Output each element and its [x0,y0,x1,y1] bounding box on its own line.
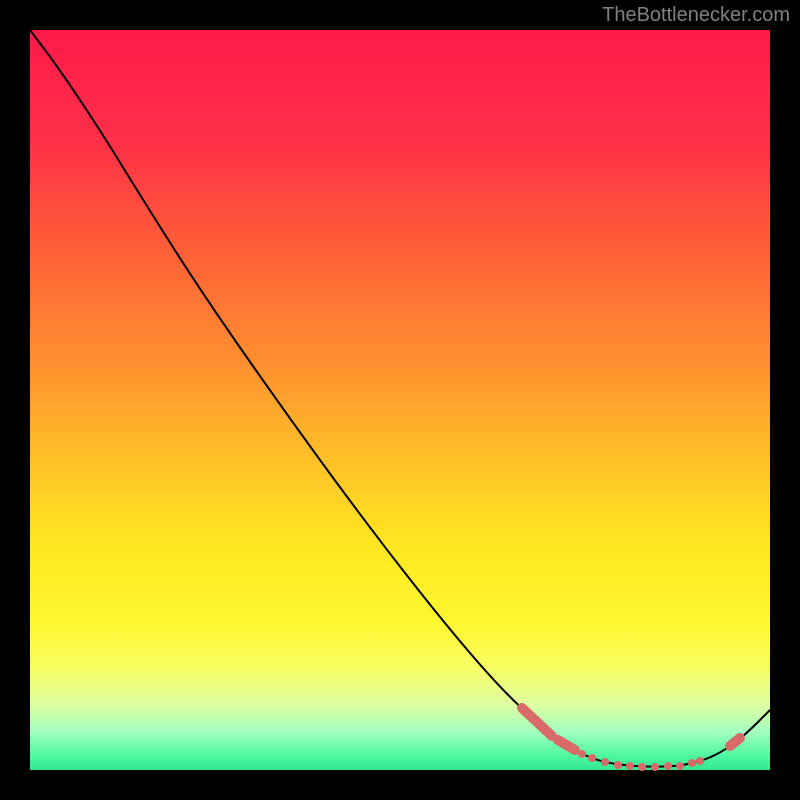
curve-marker [651,763,659,771]
curve-marker [578,750,586,758]
curve-marker [601,758,609,766]
bottleneck-chart [0,0,800,800]
chart-container: TheBottlenecker.com [0,0,800,800]
curve-marker-segment [730,738,740,746]
curve-marker [688,759,696,767]
curve-marker [664,762,672,770]
curve-marker [588,754,596,762]
curve-marker [614,761,622,769]
curve-marker [626,762,634,770]
curve-marker [696,757,704,765]
attribution-text: TheBottlenecker.com [602,4,790,27]
chart-background [30,30,770,770]
curve-marker [676,762,684,770]
curve-marker [638,763,646,771]
